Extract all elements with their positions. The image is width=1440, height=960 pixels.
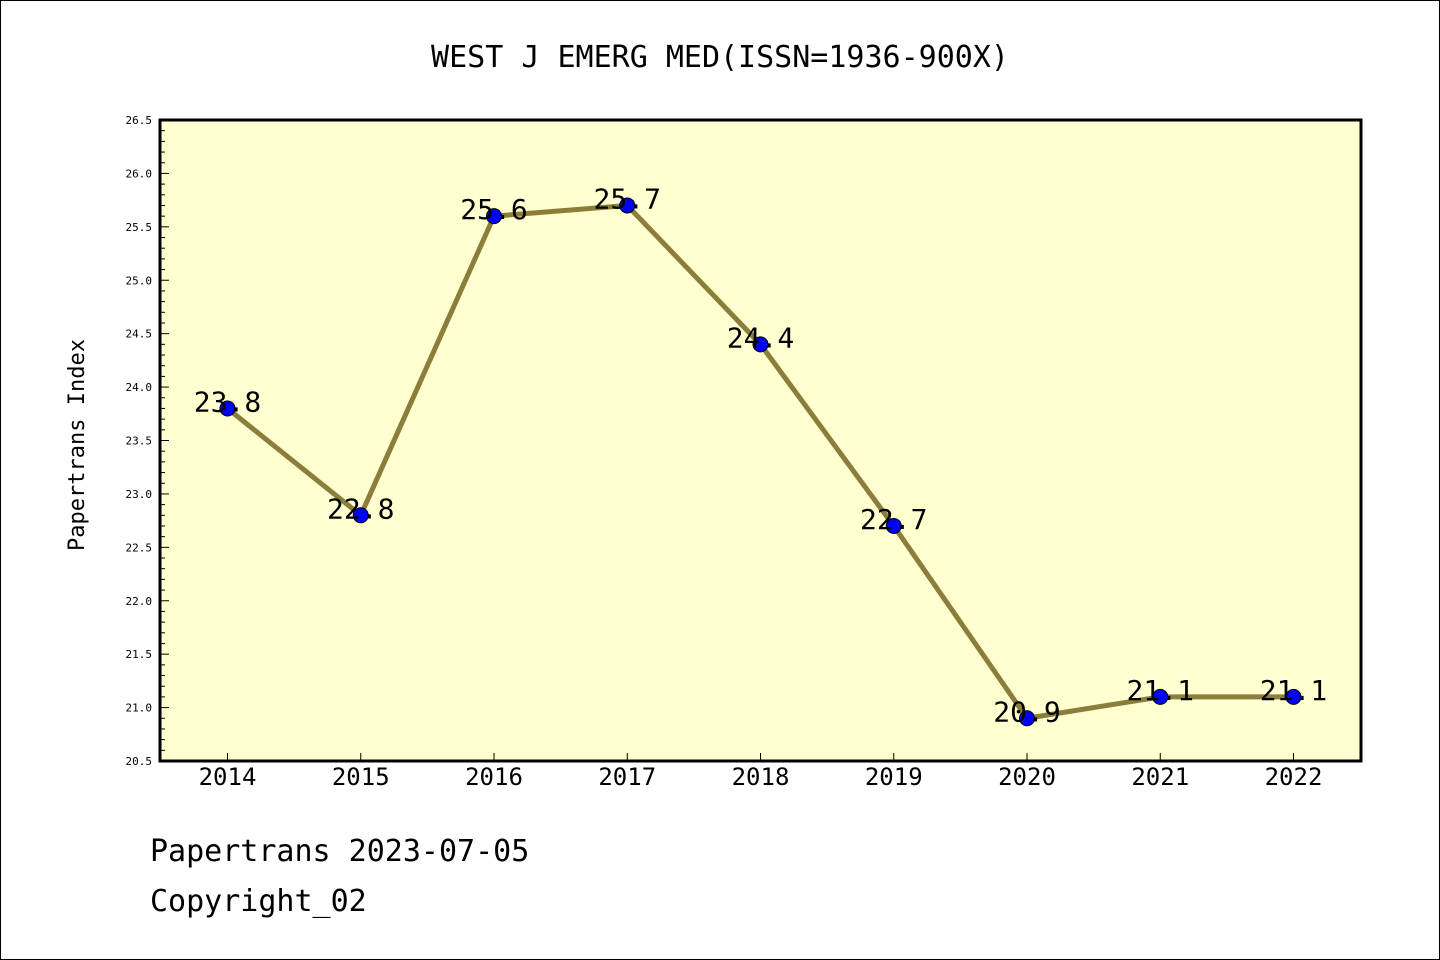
- y-tick-label: 22.5: [126, 541, 153, 554]
- x-tick-label: 2016: [465, 763, 523, 791]
- data-label: 20.9: [993, 695, 1060, 728]
- data-point: [1019, 710, 1035, 727]
- x-tick-label: 2014: [199, 763, 257, 791]
- x-tick-label: 2015: [332, 763, 390, 791]
- data-point: [1285, 688, 1302, 705]
- y-tick-label: 23.0: [126, 488, 153, 501]
- data-point: [885, 517, 902, 534]
- data-point: [352, 507, 369, 524]
- y-tick-label: 25.0: [126, 274, 153, 287]
- x-tick-label: 2022: [1265, 763, 1323, 791]
- chart-title: WEST J EMERG MED(ISSN=1936-900X): [431, 40, 1009, 75]
- y-tick-label: 21.0: [126, 702, 153, 715]
- x-tick-label: 2020: [998, 763, 1056, 791]
- y-tick-label: 23.5: [126, 435, 153, 448]
- y-tick-label: 24.0: [126, 381, 153, 394]
- y-tick-label: 21.5: [126, 648, 153, 661]
- data-point: [219, 400, 236, 417]
- data-point: [752, 336, 769, 353]
- data-point: [619, 197, 636, 214]
- x-tick-label: 2019: [865, 763, 923, 791]
- x-tick-label: 2021: [1131, 763, 1189, 791]
- data-label: 21.1: [1260, 674, 1327, 707]
- y-tick-label: 26.5: [126, 114, 153, 127]
- y-axis-label: Papertrans Index: [65, 339, 90, 551]
- data-label: 22.8: [327, 492, 394, 525]
- data-label: 21.1: [1127, 674, 1194, 707]
- data-point: [486, 208, 502, 225]
- y-tick-label: 20.5: [126, 755, 153, 768]
- y-tick-label: 22.0: [126, 595, 153, 608]
- data-label: 24.4: [727, 321, 794, 354]
- data-label: 23.8: [194, 385, 261, 418]
- x-axis: 2014 2015 2016 2017 2018 2019 2020 2021 2022: [199, 753, 1323, 791]
- data-label: 25.7: [594, 182, 661, 215]
- data-label: 25.6: [460, 193, 527, 226]
- series-line-group: 23.8 22.8 25.6 25.7 24.4 22.7 20.9 21.1 21.1: [194, 182, 1327, 728]
- y-tick-label: 24.5: [126, 328, 153, 341]
- plot-area: [160, 120, 1361, 761]
- x-tick-label: 2017: [598, 763, 656, 791]
- y-tick-label: 26.0: [126, 167, 153, 180]
- data-point: [1152, 688, 1169, 705]
- y-tick-label: 25.5: [126, 221, 153, 234]
- plot-border: [158, 118, 1363, 763]
- data-label: 22.7: [860, 503, 927, 536]
- x-tick-label: 2018: [732, 763, 790, 791]
- footer-date: Papertrans 2023-07-05: [150, 834, 530, 869]
- footer-copyright: Copyright_02: [150, 884, 367, 919]
